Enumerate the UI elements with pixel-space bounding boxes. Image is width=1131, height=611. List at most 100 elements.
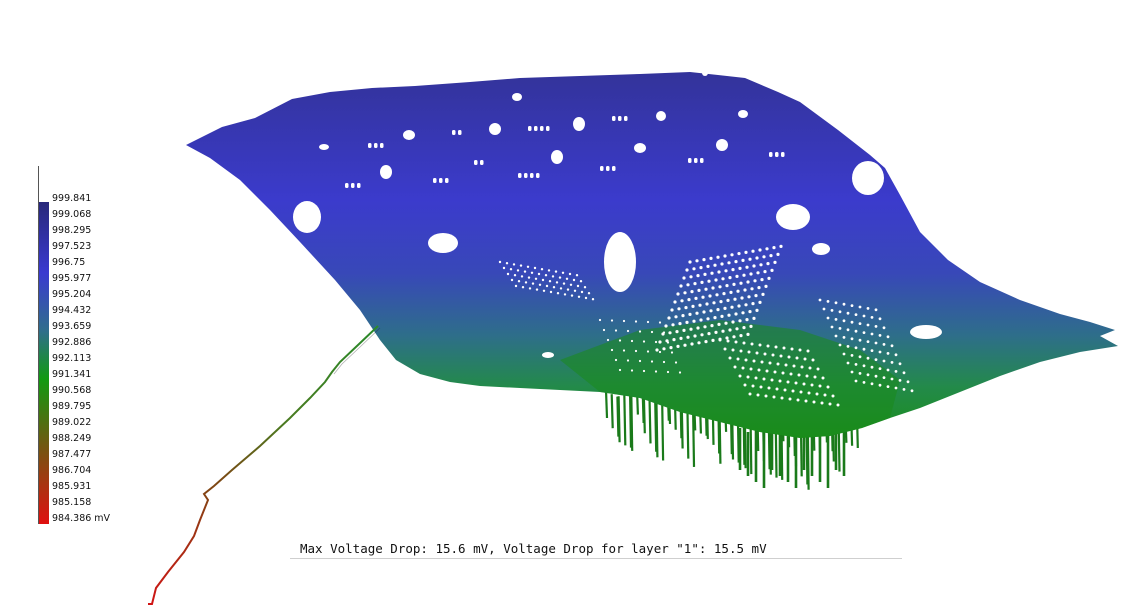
via-dot [556, 292, 560, 295]
via-dot [638, 330, 642, 333]
via-dot [587, 292, 591, 295]
via-stub [610, 394, 614, 429]
via-dot [878, 350, 882, 354]
via-dot [763, 352, 767, 356]
via-dot [838, 310, 842, 314]
via-dot [690, 290, 694, 294]
via-dot [862, 364, 866, 368]
via-dot [772, 395, 776, 399]
via-dot [570, 294, 574, 297]
via-dot [816, 367, 820, 371]
via-dot [544, 274, 548, 277]
via-dot [870, 316, 874, 319]
via-dot [736, 289, 740, 293]
via-dot [763, 270, 767, 274]
via-dot [751, 249, 755, 253]
via-dot [739, 349, 743, 353]
via-dot [798, 348, 802, 352]
legend-label: 985.158 [52, 497, 92, 508]
via-dot [783, 388, 787, 392]
via-dot [757, 286, 761, 290]
via-slot [474, 160, 478, 165]
via-dot [775, 387, 779, 391]
via-dot [706, 264, 710, 268]
via-dot [761, 292, 765, 296]
via-dot [684, 306, 688, 310]
via-dot [634, 320, 638, 323]
via-dot [655, 348, 659, 352]
via-dot [850, 337, 854, 341]
via-dot [724, 321, 728, 325]
via-dot [681, 314, 685, 318]
via-dot [606, 338, 610, 342]
via-dot [673, 300, 677, 304]
via-stub [630, 386, 634, 451]
via-dot [812, 400, 816, 404]
via-dot [773, 370, 777, 374]
via-dot [526, 265, 530, 268]
via-dot [720, 262, 724, 266]
via-dot [768, 361, 772, 365]
via-dot [723, 254, 727, 258]
via-dot [741, 258, 745, 262]
via-dot [910, 389, 914, 393]
via-dot [533, 266, 537, 270]
via-hole [634, 143, 646, 153]
via-dot [742, 326, 746, 330]
via-dot [842, 336, 846, 339]
via-dot [547, 269, 551, 272]
via-dot [836, 403, 840, 407]
via-dot [894, 370, 898, 373]
via-dot [693, 282, 697, 286]
via-dot [618, 339, 622, 342]
via-dot [764, 394, 768, 398]
via-dot [762, 255, 766, 259]
via-dot [528, 287, 532, 290]
via-dot [878, 383, 882, 387]
via-dot [802, 382, 806, 386]
via-dot [700, 333, 704, 337]
via-dot [742, 273, 746, 277]
via-stub [628, 389, 633, 448]
via-dot [752, 316, 756, 320]
via-dot [638, 359, 642, 363]
via-dot [674, 361, 678, 364]
via-holes [293, 70, 942, 358]
via-dot [811, 358, 815, 362]
via-dot [767, 386, 771, 390]
via-dot [753, 279, 757, 283]
via-dot [512, 263, 516, 266]
via-dot [890, 344, 894, 348]
via-dot [728, 276, 732, 280]
via-dot [838, 343, 842, 347]
via-dot [714, 330, 718, 334]
via-dot [721, 329, 725, 333]
via-dot [664, 324, 668, 328]
via-dot [540, 268, 544, 271]
legend-label: 995.204 [52, 289, 92, 300]
via-dot [739, 281, 743, 285]
via-dot [622, 319, 626, 323]
via-dot [502, 266, 506, 270]
via-dot [758, 248, 762, 252]
legend-label: 994.432 [52, 305, 92, 316]
feed-trace-shadow [333, 327, 381, 375]
via-dot [670, 308, 674, 312]
via-dot [579, 280, 583, 283]
via-dot [862, 331, 866, 334]
via-dot [748, 257, 752, 261]
via-hole [604, 232, 636, 292]
via-dot [750, 287, 754, 291]
via-dot [670, 351, 674, 354]
via-slot [374, 143, 378, 148]
via-stub [617, 396, 621, 443]
via-dot [749, 272, 753, 276]
via-slot [351, 183, 355, 188]
legend-label: 987.477 [52, 449, 92, 460]
via-slot [775, 152, 779, 157]
via-dot [731, 348, 735, 352]
via-dot [558, 276, 562, 279]
via-dot [703, 272, 707, 276]
via-stub [654, 399, 658, 452]
